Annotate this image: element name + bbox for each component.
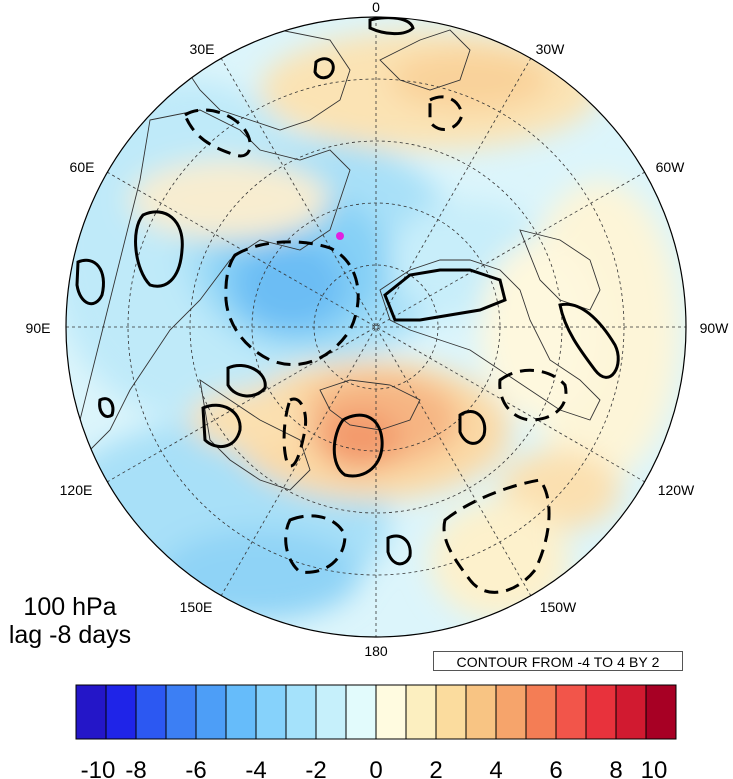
lon-label-60w: 60W [656, 159, 686, 175]
colorbar-tick-label: -6 [185, 757, 206, 779]
lon-label-30w: 30W [536, 41, 566, 57]
lon-label-90e: 90E [26, 320, 51, 336]
colorbar-swatch [165, 684, 197, 740]
lon-label-120w: 120W [658, 482, 695, 498]
reference-point-marker [336, 232, 344, 240]
colorbar-tick-label: -10 [81, 757, 116, 779]
colorbar-swatch [555, 684, 587, 740]
lon-label-0: 0 [372, 0, 380, 15]
colorbar-swatch [255, 684, 287, 740]
graticule [66, 17, 686, 637]
negative-contours [183, 95, 568, 594]
colorbar-swatch [615, 684, 647, 740]
colorbar-swatch [225, 684, 257, 740]
anomaly-field [66, 17, 686, 637]
colorbar-tick-label: 8 [609, 757, 622, 779]
colorbar-tick-label: 10 [641, 757, 668, 779]
lon-label-90w: 90W [700, 320, 730, 336]
lon-label-30e: 30E [190, 41, 215, 57]
colorbar-swatch [195, 684, 227, 740]
lon-label-180: 180 [364, 643, 388, 659]
pressure-level-title: 100 hPa [23, 593, 117, 621]
colorbar-tick-label: -2 [305, 757, 326, 779]
colorbar-swatch [375, 684, 407, 740]
lon-label-150e: 150E [180, 599, 213, 615]
colorbar-tick-label: -8 [125, 757, 146, 779]
lon-label-60e: 60E [70, 159, 95, 175]
colorbar-swatch [105, 684, 137, 740]
lon-label-150w: 150W [540, 599, 577, 615]
longitude-labels: 0 30E 30W 60E 60W 90E 90W 120E 120W 150E… [26, 0, 730, 659]
positive-contours [75, 17, 620, 566]
colorbar-swatch [585, 684, 617, 740]
colorbar-swatch [345, 684, 377, 740]
colorbar-tick-label: 6 [549, 757, 562, 779]
colorbar-swatch [465, 684, 497, 740]
colorbar-swatch [315, 684, 347, 740]
colorbar-tick-label: 2 [429, 757, 442, 779]
colorbar-tick-label: 4 [489, 757, 502, 779]
map-boundary [65, 16, 687, 638]
colorbar-tick-label: 0 [369, 757, 382, 779]
lon-label-120e: 120E [60, 482, 93, 498]
colorbar-swatch [135, 684, 167, 740]
colorbar-swatch [75, 684, 107, 740]
contour-info-box: CONTOUR FROM -4 TO 4 BY 2 [433, 651, 683, 671]
colorbar-swatch [285, 684, 317, 740]
colorbar-swatch [645, 684, 677, 740]
coastlines [79, 29, 601, 491]
colorbar-swatch [525, 684, 557, 740]
colorbar-swatch [435, 684, 467, 740]
colorbar-tick-label: -4 [245, 757, 266, 779]
colorbar-swatch [405, 684, 437, 740]
lag-title: lag -8 days [8, 621, 132, 649]
colorbar-swatch [495, 684, 527, 740]
